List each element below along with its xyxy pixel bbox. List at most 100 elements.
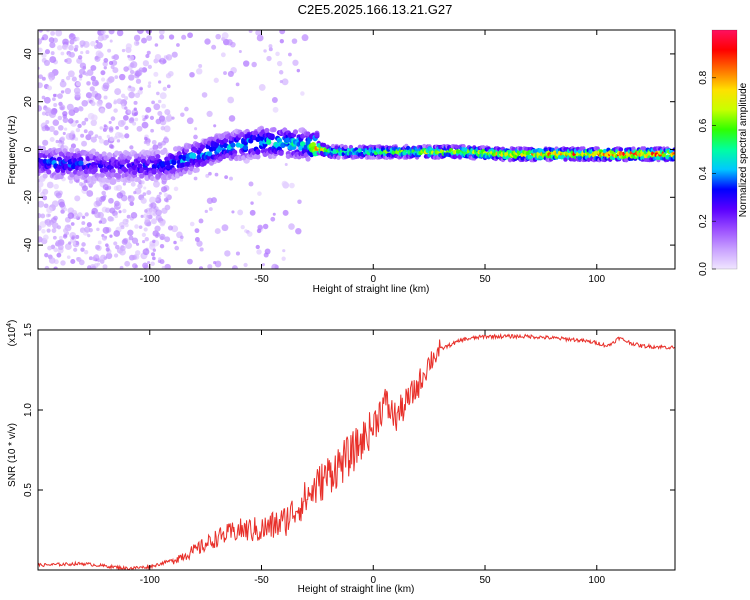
heatmap-noise-cell bbox=[88, 256, 93, 261]
heatmap-noise-cell bbox=[68, 33, 76, 41]
heatmap-ridge-cell bbox=[78, 156, 84, 162]
heatmap-noise-cell bbox=[122, 208, 127, 214]
x-tick-label: 100 bbox=[588, 575, 605, 586]
heatmap-noise-cell bbox=[107, 48, 112, 53]
heatmap-noise-cell bbox=[206, 197, 214, 204]
heatmap-noise-cell bbox=[115, 184, 123, 192]
heatmap-noise-cell bbox=[108, 60, 114, 66]
heatmap-noise-cell bbox=[133, 100, 138, 105]
heatmap-noise-cell bbox=[53, 247, 59, 253]
heatmap-ridge-cell bbox=[101, 151, 107, 157]
heatmap-noise-cell bbox=[198, 64, 203, 69]
heatmap-ridge-cell bbox=[106, 152, 113, 158]
heatmap-ridge-cell bbox=[481, 145, 486, 150]
heatmap-noise-cell bbox=[78, 74, 83, 79]
heatmap-noise-cell bbox=[60, 51, 65, 56]
heatmap-noise-cell bbox=[81, 140, 88, 147]
snr-y-ticks: 0.5 1.0 1.5 bbox=[23, 323, 675, 497]
heatmap-noise-cell bbox=[38, 74, 43, 80]
heatmap-noise-cell bbox=[96, 258, 101, 263]
heatmap-noise-cell bbox=[130, 181, 136, 187]
heatmap-noise-cell bbox=[125, 43, 132, 50]
heatmap-noise-cell bbox=[193, 134, 198, 140]
heatmap-noise-cell bbox=[145, 54, 150, 59]
heatmap-noise-cell bbox=[98, 220, 103, 224]
heatmap-noise-cell bbox=[67, 212, 75, 219]
heatmap-noise-cell bbox=[48, 125, 55, 132]
heatmap-noise-cell bbox=[297, 199, 302, 204]
heatmap-noise-cell bbox=[128, 235, 134, 241]
heatmap-noise-cell bbox=[81, 100, 88, 107]
heatmap-ridge-cell bbox=[266, 139, 272, 145]
heatmap-noise-cell bbox=[141, 67, 148, 73]
heatmap-noise-cell bbox=[81, 215, 86, 219]
heatmap-ridge-cell bbox=[305, 140, 311, 146]
heatmap-noise-cell bbox=[82, 185, 88, 192]
heatmap-noise-cell bbox=[150, 128, 154, 133]
heatmap-noise-cell bbox=[196, 240, 203, 247]
heatmap-ridge-cell bbox=[90, 148, 97, 154]
heatmap-noise-cell bbox=[128, 74, 135, 81]
x-tick-label: 50 bbox=[479, 575, 491, 586]
heatmap-ridge-cell bbox=[194, 167, 200, 173]
heatmap-noise-cell bbox=[101, 235, 107, 241]
y-tick-label: 0.5 bbox=[23, 483, 34, 497]
heatmap-ridge-cell bbox=[461, 144, 466, 149]
spectrogram-y-ticks: -40 -20 0 20 40 bbox=[23, 48, 675, 252]
heatmap-noise-cell bbox=[301, 34, 309, 42]
heatmap-noise-cell bbox=[179, 238, 184, 242]
heatmap-noise-cell bbox=[268, 44, 273, 49]
heatmap-noise-cell bbox=[47, 85, 53, 91]
heatmap-noise-cell bbox=[51, 228, 57, 233]
heatmap-noise-cell bbox=[41, 111, 46, 116]
heatmap-noise-cell bbox=[250, 201, 254, 205]
heatmap-ridge-cell bbox=[405, 145, 411, 151]
heatmap-noise-cell bbox=[144, 136, 148, 141]
heatmap-noise-cell bbox=[43, 234, 49, 241]
heatmap-noise-cell bbox=[156, 91, 160, 96]
x-tick-label: -50 bbox=[254, 274, 269, 285]
heatmap-noise-cell bbox=[193, 176, 198, 181]
heatmap-noise-cell bbox=[127, 229, 134, 236]
heatmap-noise-cell bbox=[199, 247, 204, 252]
heatmap-noise-cell bbox=[47, 245, 52, 251]
heatmap-noise-cell bbox=[106, 77, 113, 84]
heatmap-ridge-cell bbox=[454, 144, 459, 149]
heatmap-ridge-cell bbox=[618, 147, 624, 152]
x-tick-label: -50 bbox=[254, 575, 269, 586]
heatmap-noise-cell bbox=[108, 197, 114, 204]
heatmap-ridge-cell bbox=[232, 149, 238, 155]
heatmap-noise-cell bbox=[114, 214, 118, 219]
heatmap-noise-cell bbox=[100, 70, 106, 76]
heatmap-noise-cell bbox=[57, 93, 63, 99]
heatmap-noise-cell bbox=[46, 222, 52, 227]
heatmap-noise-cell bbox=[131, 255, 137, 261]
heatmap-noise-cell bbox=[227, 70, 234, 77]
heatmap-noise-cell bbox=[147, 260, 151, 265]
heatmap-noise-cell bbox=[108, 30, 115, 35]
heatmap-noise-cell bbox=[142, 192, 147, 196]
heatmap-noise-cell bbox=[142, 262, 149, 269]
heatmap-ridge-cell bbox=[336, 155, 341, 160]
heatmap-noise-cell bbox=[53, 102, 58, 108]
colorbar-tick-label: 0.2 bbox=[698, 214, 709, 228]
heatmap-noise-cell bbox=[79, 40, 86, 47]
heatmap-noise-cell bbox=[162, 137, 169, 144]
heatmap-noise-cell bbox=[166, 84, 171, 89]
heatmap-noise-cell bbox=[263, 49, 267, 53]
heatmap-noise-cell bbox=[81, 242, 86, 247]
heatmap-noise-cell bbox=[87, 265, 92, 269]
heatmap-noise-cell bbox=[75, 81, 81, 87]
heatmap-noise-cell bbox=[102, 82, 110, 90]
heatmap-noise-cell bbox=[268, 47, 273, 52]
heatmap-noise-cell bbox=[282, 249, 286, 253]
heatmap-noise-cell bbox=[135, 78, 142, 84]
heatmap-noise-cell bbox=[82, 71, 87, 76]
heatmap-noise-cell bbox=[94, 211, 101, 219]
x-tick-label: -100 bbox=[140, 274, 160, 285]
heatmap-noise-cell bbox=[60, 260, 66, 266]
heatmap-noise-cell bbox=[103, 139, 110, 146]
heatmap-ridge-cell bbox=[255, 149, 261, 155]
heatmap-noise-cell bbox=[157, 143, 163, 149]
heatmap-noise-cell bbox=[90, 40, 96, 47]
